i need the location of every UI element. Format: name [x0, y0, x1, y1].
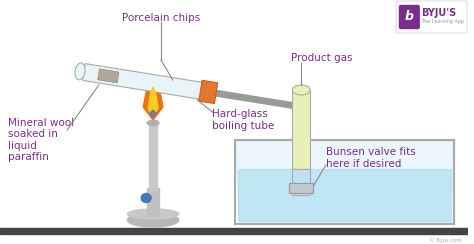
- Text: Mineral wool
soaked in
liquid
paraffin: Mineral wool soaked in liquid paraffin: [8, 118, 74, 163]
- Ellipse shape: [128, 213, 179, 227]
- Polygon shape: [82, 64, 204, 99]
- FancyBboxPatch shape: [400, 6, 419, 29]
- Ellipse shape: [128, 209, 179, 219]
- Bar: [0, 228, 468, 234]
- Text: BYJU'S: BYJU'S: [421, 8, 456, 18]
- Text: Product gas: Product gas: [292, 53, 353, 63]
- Bar: [149, 120, 157, 190]
- Text: Porcelain chips: Porcelain chips: [122, 13, 200, 23]
- Text: Bunsen valve fits
here if desired: Bunsen valve fits here if desired: [326, 147, 416, 169]
- Bar: [292, 169, 310, 195]
- Ellipse shape: [147, 121, 159, 125]
- Polygon shape: [199, 80, 218, 103]
- Text: Hard-glass
boiling tube: Hard-glass boiling tube: [212, 109, 274, 131]
- Ellipse shape: [75, 63, 85, 80]
- Bar: [147, 188, 159, 216]
- Polygon shape: [143, 82, 163, 120]
- Polygon shape: [98, 69, 119, 83]
- Bar: [289, 183, 313, 193]
- Text: © Byju.com: © Byju.com: [429, 237, 462, 243]
- Ellipse shape: [292, 85, 310, 95]
- FancyBboxPatch shape: [396, 1, 467, 33]
- Bar: [238, 169, 451, 221]
- Polygon shape: [235, 140, 454, 224]
- Text: The Learning App: The Learning App: [421, 19, 464, 23]
- Ellipse shape: [141, 193, 151, 203]
- Text: b: b: [405, 10, 414, 23]
- Polygon shape: [150, 110, 156, 118]
- Polygon shape: [148, 87, 158, 118]
- Bar: [292, 90, 310, 169]
